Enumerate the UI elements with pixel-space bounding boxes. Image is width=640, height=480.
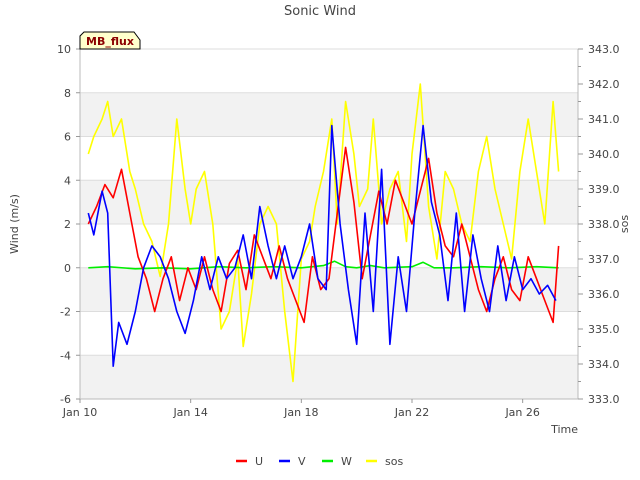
plot-band <box>80 311 578 356</box>
series-line-u <box>87 146 560 324</box>
left-tick-label: -2 <box>60 306 71 319</box>
right-tick-label: 334.0 <box>588 358 620 371</box>
right-tick-label: 342.0 <box>588 78 620 91</box>
chart-title: Sonic Wind <box>284 4 356 19</box>
right-tick-label: 336.0 <box>588 288 620 301</box>
left-tick-label: 10 <box>57 43 71 56</box>
y-axis-label-right: sos <box>618 215 631 233</box>
right-tick-label: 335.0 <box>588 323 620 336</box>
legend-label-v: V <box>298 455 306 468</box>
right-tick-label: 341.0 <box>588 113 620 126</box>
legend-label-u: U <box>255 455 263 468</box>
plot-band <box>80 136 578 181</box>
left-tick-label: 8 <box>64 87 71 100</box>
right-tick-label: 339.0 <box>588 183 620 196</box>
legend-label-sos: sos <box>385 455 403 468</box>
x-tick-label: Jan 18 <box>283 406 318 419</box>
left-tick-label: 2 <box>64 218 71 231</box>
x-axis-label: Time <box>550 423 578 436</box>
left-ticks: -6 -4 -2 0 2 4 6 8 10 <box>57 43 80 406</box>
x-tick-label: Jan 14 <box>172 406 207 419</box>
legend-label-w: W <box>341 455 352 468</box>
x-tick-label: Jan 10 <box>62 406 97 419</box>
right-tick-label: 338.0 <box>588 218 620 231</box>
left-tick-label: -6 <box>60 393 71 406</box>
left-tick-label: 4 <box>64 174 71 187</box>
left-tick-label: 6 <box>64 131 71 144</box>
left-tick-label: 0 <box>64 262 71 275</box>
site-badge-box <box>79 31 141 50</box>
series-group <box>87 83 560 383</box>
right-tick-label: 337.0 <box>588 253 620 266</box>
x-tick-label: Jan 26 <box>504 406 539 419</box>
y-axis-label-left: Wind (m/s) <box>8 194 21 254</box>
site-badge-label: MB_flux <box>86 35 134 48</box>
right-tick-label: 333.0 <box>588 393 620 406</box>
series-line-v <box>87 124 557 368</box>
right-ticks: 333.0 334.0 335.0 336.0 337.0 338.0 339.0 340.0… <box>578 43 620 406</box>
right-tick-label: 343.0 <box>588 43 620 56</box>
site-badge: MB_flux <box>79 31 141 50</box>
x-tick-label: Jan 22 <box>394 406 429 419</box>
plot-band <box>80 355 578 399</box>
left-tick-label: -4 <box>60 349 71 362</box>
x-ticks: Jan 10 Jan 14 Jan 18 Jan 22 Jan 26 <box>62 399 540 419</box>
plot-band <box>80 49 578 93</box>
plot-band <box>80 92 578 137</box>
right-tick-label: 340.0 <box>588 148 620 161</box>
